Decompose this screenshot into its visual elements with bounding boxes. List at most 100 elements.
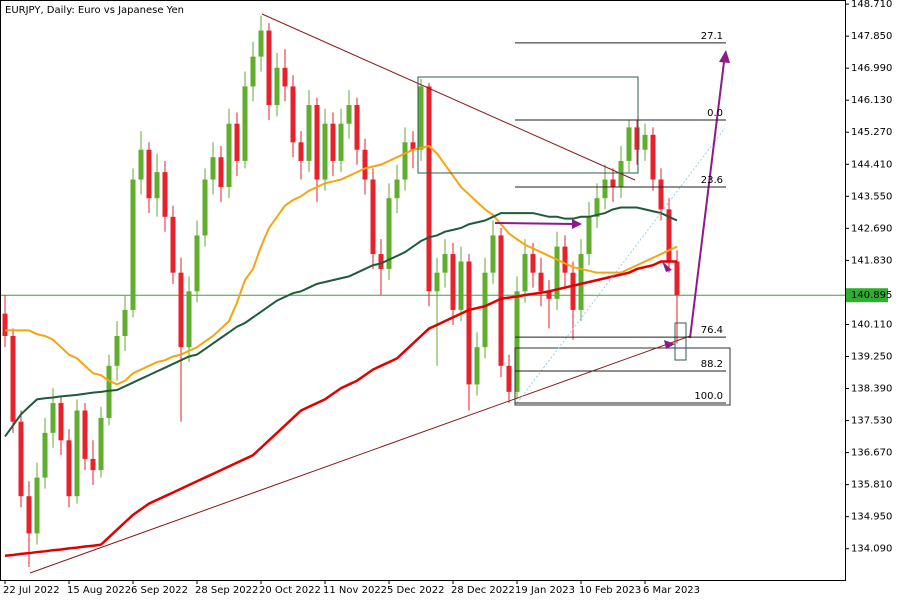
arrow <box>494 222 575 225</box>
trend-line <box>29 335 691 574</box>
candle-body <box>66 440 72 497</box>
y-tick-label: 145.270 <box>851 127 892 138</box>
candle-body <box>202 179 208 236</box>
arrow-head <box>662 261 672 272</box>
candle-body <box>450 254 456 310</box>
x-tick-label: 11 Nov 2022 <box>323 585 387 596</box>
rectangle <box>514 347 731 406</box>
candle-body <box>546 291 552 299</box>
candle-body <box>626 127 632 161</box>
candle-body <box>490 235 496 273</box>
fib-label: 100.0 <box>694 391 723 402</box>
candle-body <box>162 172 168 217</box>
candle-body <box>362 149 368 180</box>
moving-average <box>5 144 678 386</box>
candle-body <box>74 410 80 497</box>
candle-body <box>410 142 416 150</box>
candle-body <box>346 105 352 124</box>
candle-body <box>506 365 512 392</box>
candle-body <box>498 235 504 366</box>
candle-body <box>530 254 536 273</box>
candle-body <box>322 123 328 180</box>
fib-label: 88.2 <box>701 359 723 370</box>
candle-body <box>298 142 304 161</box>
arrow-head <box>572 219 582 229</box>
arrow-head <box>719 50 730 63</box>
candle-body <box>658 179 664 210</box>
fib-label: 23.6 <box>701 175 723 186</box>
candle-body <box>562 246 568 273</box>
y-tick-label: 140.110 <box>851 319 892 330</box>
x-tick-label: 28 Sep 2022 <box>195 585 258 596</box>
candle-body <box>10 336 16 422</box>
candle-body <box>234 123 240 161</box>
candle-body <box>226 123 232 188</box>
candle-body <box>602 179 608 199</box>
current-price-tag <box>846 288 888 303</box>
x-tick-label: 6 Mar 2023 <box>643 585 700 596</box>
moving-average <box>4 206 678 438</box>
candle-body <box>170 216 176 273</box>
candle-body <box>314 105 320 180</box>
candle-body <box>386 198 392 269</box>
candle-body <box>186 291 192 348</box>
candle-body <box>674 261 680 296</box>
current-price-label: 140.895 <box>851 290 892 301</box>
candle-body <box>34 477 40 534</box>
candle-body <box>642 134 648 150</box>
y-tick-label: 142.690 <box>851 223 892 234</box>
x-tick-label: 20 Oct 2022 <box>259 585 321 596</box>
y-tick-label: 136.670 <box>851 448 892 459</box>
drawings <box>29 13 731 574</box>
candle-body <box>26 496 32 534</box>
candle-body <box>458 261 464 310</box>
fib-base-line <box>516 127 726 404</box>
y-tick-label: 134.950 <box>851 512 892 523</box>
candle-body <box>570 272 576 310</box>
candle-body <box>418 86 424 150</box>
candle-body <box>178 272 184 348</box>
x-tick-label: 19 Jan 2023 <box>515 585 575 596</box>
y-tick-label: 135.810 <box>851 480 892 491</box>
candle-body <box>338 123 344 161</box>
candle-body <box>442 254 448 273</box>
candle-body <box>666 209 672 262</box>
y-tick-label: 137.530 <box>851 416 892 427</box>
candle-body <box>266 30 272 106</box>
rectangle <box>417 76 639 174</box>
x-tick-label: 10 Feb 2023 <box>579 585 641 596</box>
candle-body <box>58 403 64 441</box>
candle-body <box>306 105 312 161</box>
candle-body <box>522 254 528 292</box>
candle-body <box>18 421 24 497</box>
candle-body <box>514 291 520 392</box>
candle-body <box>394 179 400 199</box>
candle-body <box>138 149 144 180</box>
candle-body <box>50 403 56 433</box>
candle-body <box>426 86 432 292</box>
candle-body <box>466 261 472 385</box>
y-tick-label: 141.830 <box>851 255 892 266</box>
y-tick-label: 143.550 <box>851 191 892 202</box>
y-tick-label: 147.850 <box>851 31 892 42</box>
candle-body <box>98 417 104 471</box>
trend-line <box>261 13 636 181</box>
candle-body <box>282 67 288 87</box>
candle-body <box>2 313 8 337</box>
candle-body <box>130 179 136 310</box>
candle-body <box>114 336 120 366</box>
fib-label: 27.1 <box>701 31 723 42</box>
candle-body <box>474 347 480 385</box>
y-tick-label: 144.410 <box>851 159 892 170</box>
candle-body <box>378 254 384 269</box>
moving-average <box>4 260 677 558</box>
candle-body <box>258 30 264 57</box>
arrow-head <box>664 340 675 349</box>
candle-body <box>194 235 200 292</box>
candle-body <box>274 67 280 106</box>
candle-body <box>154 172 160 199</box>
y-tick-label: 148.710 <box>851 0 892 10</box>
candle-body <box>434 272 440 292</box>
fib-label: 0.0 <box>707 108 723 119</box>
